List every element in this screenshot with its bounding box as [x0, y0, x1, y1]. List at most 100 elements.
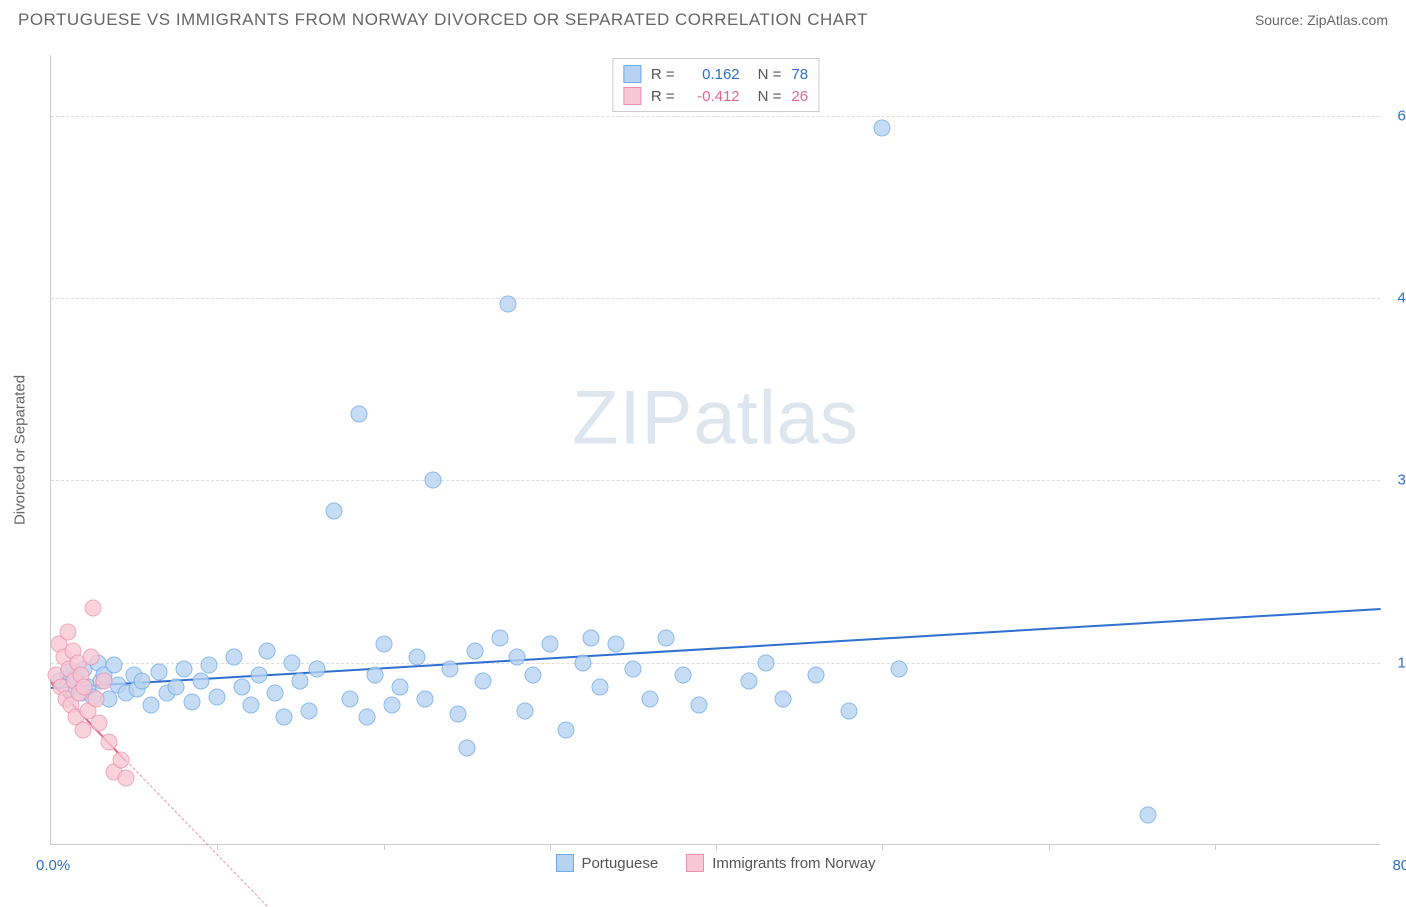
- x-max-label: 80.0%: [1392, 857, 1406, 874]
- x-tick: [1215, 844, 1216, 850]
- data-point: [624, 660, 641, 677]
- data-point: [375, 636, 392, 653]
- gridline: [51, 480, 1380, 481]
- data-point: [450, 705, 467, 722]
- data-point: [267, 685, 284, 702]
- x-tick: [384, 844, 385, 850]
- data-point: [91, 715, 108, 732]
- data-point: [841, 703, 858, 720]
- data-point: [84, 600, 101, 617]
- n-label: N =: [758, 88, 782, 105]
- data-point: [658, 630, 675, 647]
- series-legend-label: Portuguese: [581, 855, 658, 872]
- data-point: [575, 654, 592, 671]
- correlation-legend: R = 0.162 N = 78 R = -0.412 N = 26: [612, 58, 819, 112]
- series-legend-item: Immigrants from Norway: [686, 854, 875, 872]
- data-point: [325, 502, 342, 519]
- data-point: [383, 697, 400, 714]
- legend-swatch: [623, 87, 641, 105]
- data-point: [74, 721, 91, 738]
- x-tick: [716, 844, 717, 850]
- x-tick: [217, 844, 218, 850]
- legend-swatch: [686, 854, 704, 872]
- series-legend-item: Portuguese: [555, 854, 658, 872]
- legend-swatch: [555, 854, 573, 872]
- data-point: [275, 709, 292, 726]
- data-point: [96, 672, 113, 689]
- data-point: [209, 688, 226, 705]
- data-point: [309, 660, 326, 677]
- data-point: [1140, 806, 1157, 823]
- data-point: [134, 672, 151, 689]
- data-point: [442, 660, 459, 677]
- data-point: [358, 709, 375, 726]
- watermark: ZIPatlas: [572, 374, 859, 461]
- data-point: [342, 691, 359, 708]
- data-point: [541, 636, 558, 653]
- data-point: [417, 691, 434, 708]
- data-point: [500, 296, 517, 313]
- r-value: -0.412: [685, 88, 740, 105]
- data-point: [225, 648, 242, 665]
- data-point: [167, 679, 184, 696]
- data-point: [466, 642, 483, 659]
- y-tick-label: 15.0%: [1385, 654, 1406, 671]
- trend-line-dashed: [125, 760, 267, 907]
- data-point: [674, 666, 691, 683]
- data-point: [458, 739, 475, 756]
- correlation-legend-row: R =0.162N =78: [623, 63, 808, 85]
- data-point: [350, 405, 367, 422]
- data-point: [807, 666, 824, 683]
- n-value: 26: [791, 88, 808, 105]
- series-legend-label: Immigrants from Norway: [712, 855, 875, 872]
- data-point: [591, 679, 608, 696]
- scatter-plot: ZIPatlas 15.0%30.0%45.0%60.0%0.0%80.0%R …: [50, 55, 1380, 845]
- data-point: [508, 648, 525, 665]
- data-point: [259, 642, 276, 659]
- data-point: [757, 654, 774, 671]
- gridline: [51, 298, 1380, 299]
- data-point: [292, 672, 309, 689]
- data-point: [151, 664, 168, 681]
- data-point: [367, 666, 384, 683]
- data-point: [112, 751, 129, 768]
- r-value: 0.162: [685, 66, 740, 83]
- series-legend: Portuguese Immigrants from Norway: [555, 854, 875, 872]
- chart-area: Divorced or Separated ZIPatlas 15.0%30.0…: [50, 55, 1380, 845]
- data-point: [87, 691, 104, 708]
- y-tick-label: 30.0%: [1385, 472, 1406, 489]
- gridline: [51, 663, 1380, 664]
- data-point: [425, 472, 442, 489]
- data-point: [117, 770, 134, 787]
- data-point: [691, 697, 708, 714]
- data-point: [234, 679, 251, 696]
- data-point: [525, 666, 542, 683]
- x-tick: [550, 844, 551, 850]
- gridline: [51, 116, 1380, 117]
- data-point: [874, 119, 891, 136]
- data-point: [106, 657, 123, 674]
- data-point: [608, 636, 625, 653]
- data-point: [774, 691, 791, 708]
- x-tick: [1049, 844, 1050, 850]
- y-tick-label: 45.0%: [1385, 290, 1406, 307]
- r-label: R =: [651, 88, 675, 105]
- watermark-atlas: atlas: [693, 375, 859, 460]
- x-tick: [882, 844, 883, 850]
- n-value: 78: [791, 66, 808, 83]
- x-origin-label: 0.0%: [36, 857, 70, 874]
- data-point: [475, 672, 492, 689]
- data-point: [176, 660, 193, 677]
- y-tick-label: 60.0%: [1385, 107, 1406, 124]
- n-label: N =: [758, 66, 782, 83]
- correlation-legend-row: R = -0.412 N = 26: [623, 85, 808, 107]
- data-point: [408, 648, 425, 665]
- watermark-zip: ZIP: [572, 375, 693, 460]
- data-point: [284, 654, 301, 671]
- chart-source: Source: ZipAtlas.com: [1255, 12, 1388, 28]
- legend-swatch: [623, 65, 641, 83]
- data-point: [242, 697, 259, 714]
- chart-title: PORTUGUESE VS IMMIGRANTS FROM NORWAY DIV…: [18, 10, 868, 30]
- data-point: [558, 721, 575, 738]
- data-point: [200, 657, 217, 674]
